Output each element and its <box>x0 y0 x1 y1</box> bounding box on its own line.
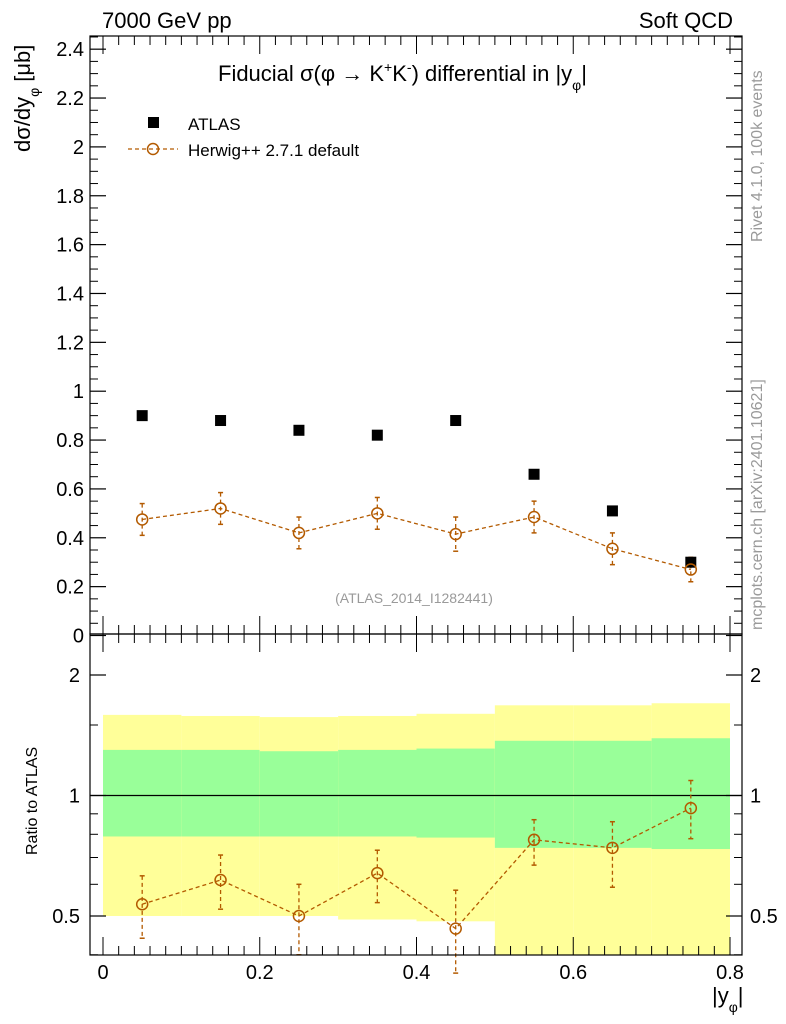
herwig-line <box>142 507 691 571</box>
legend-atlas-label: ATLAS <box>188 115 241 134</box>
main-y-tick-label: 0.8 <box>56 430 84 452</box>
main-y-label: dσ/dyφ[μb] <box>10 45 42 152</box>
ratio-series <box>135 779 698 974</box>
ratio-y-tick-label: 0.5 <box>52 906 80 928</box>
analysis-watermark: (ATLAS_2014_I1282441) <box>335 590 493 606</box>
main-y-tick-label: 2 <box>73 137 84 159</box>
main-panel: 0 0.2 0.4 0.6 0.8 1 1.2 1.4 1.6 1.8 2 2.2 2.4 Fiduci… <box>10 35 743 648</box>
main-y-tick-label: 0.6 <box>56 479 84 501</box>
energy-label: 7000 GeV pp <box>102 8 232 33</box>
herwig-point <box>527 510 541 524</box>
process-label: Soft QCD <box>639 8 733 33</box>
main-series <box>135 410 698 583</box>
x-tick-label: 0.2 <box>246 962 274 984</box>
ratio-bands <box>103 703 730 955</box>
main-y-tick-label: 2.4 <box>56 39 84 61</box>
atlas-point <box>136 410 148 422</box>
herwig-point <box>684 563 698 576</box>
herwig-point <box>606 542 619 556</box>
ratio-y-tick-label: 2 <box>69 665 80 687</box>
main-y-tick-label: 1 <box>73 381 84 403</box>
x-tick-label: 0.4 <box>403 962 431 984</box>
inner-uncertainty-band <box>103 749 182 837</box>
herwig-point <box>371 507 384 520</box>
atlas-point <box>215 415 227 427</box>
mcplots-label: mcplots.cern.ch [arXiv:2401.10621] <box>749 379 766 630</box>
herwig-ratio-point <box>292 909 306 923</box>
herwig-ratio-point <box>371 866 384 880</box>
herwig-ratio-point <box>684 801 698 815</box>
rivet-label: Rivet 4.1.0, 100k events <box>749 70 766 242</box>
atlas-point <box>685 556 697 568</box>
ratio-frame <box>89 633 743 956</box>
inner-uncertainty-band <box>416 748 495 838</box>
herwig-point <box>449 527 462 541</box>
x-tick-label: 0.6 <box>559 962 587 984</box>
atlas-point <box>293 424 305 436</box>
main-y-tick-label: 1.4 <box>56 283 84 305</box>
main-y-tick-label: 1.6 <box>56 235 84 257</box>
main-x-ticks <box>102 36 731 634</box>
legend-herwig-marker <box>146 142 160 156</box>
main-y-tick-label: 0.2 <box>56 577 84 599</box>
atlas-point <box>528 468 540 480</box>
main-y-tick-label: 0.4 <box>56 528 84 550</box>
herwig-ratio-point <box>606 841 619 855</box>
inner-uncertainty-band <box>494 740 574 848</box>
ratio-y-tick-label-right: 0.5 <box>750 906 778 928</box>
inner-uncertainty-band <box>259 751 339 837</box>
legend: ATLAS Herwig++ 2.7.1 default <box>128 115 359 160</box>
chart-title: Fiducial σ(φ → K+K-) differential in |yφ… <box>218 59 587 93</box>
herwig-ratio-point <box>214 873 227 887</box>
ratio-x-ticks: 0 0.2 0.4 0.6 0.8 <box>97 634 744 984</box>
ratio-panel: 0.5 0.51 12 2 0 0.2 0.4 0.6 0.8 Ratio to ATLAS … <box>24 633 778 1015</box>
main-y-tick-label: 1.2 <box>56 332 84 354</box>
ratio-y-tick-label: 1 <box>69 786 80 808</box>
herwig-ratio-point <box>449 922 462 935</box>
legend-herwig-label: Herwig++ 2.7.1 default <box>188 141 359 160</box>
x-tick-label: 0.8 <box>716 962 744 984</box>
herwig-point <box>214 502 227 515</box>
ratio-y-tick-label-right: 1 <box>750 786 761 808</box>
main-y-ticks: 0 0.2 0.4 0.6 0.8 1 1.2 1.4 1.6 1.8 2 2.2 2.4 <box>56 36 742 648</box>
inner-uncertainty-band <box>338 749 417 837</box>
herwig-point <box>292 526 306 540</box>
atlas-point <box>450 415 462 427</box>
main-y-tick-label: 1.8 <box>56 186 84 208</box>
inner-uncertainty-band <box>181 749 260 837</box>
main-y-tick-label: 2.2 <box>56 88 84 110</box>
legend-atlas-marker <box>148 117 159 128</box>
main-y-tick-label: 0 <box>73 626 84 648</box>
herwig-ratio-point <box>527 833 541 847</box>
x-tick-label: 0 <box>97 962 108 984</box>
x-axis-label: |yφ| <box>712 983 744 1015</box>
herwig-point <box>135 513 149 526</box>
ratio-y-label: Ratio to ATLAS <box>24 747 41 855</box>
atlas-point <box>371 429 383 441</box>
atlas-point <box>606 505 618 517</box>
herwig-ratio-point <box>135 897 149 911</box>
ratio-y-tick-label-right: 2 <box>750 665 761 687</box>
